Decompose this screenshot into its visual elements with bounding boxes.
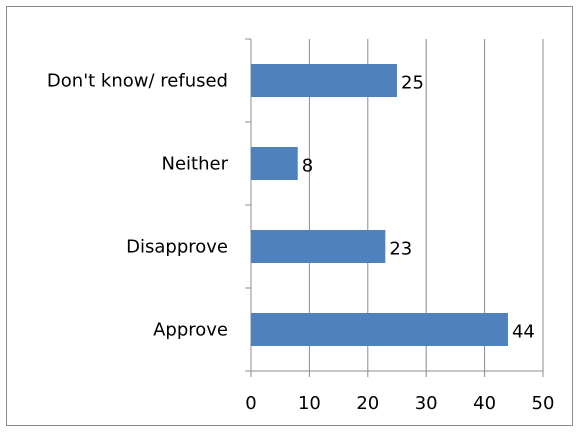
bar bbox=[251, 147, 298, 180]
data-label: 23 bbox=[389, 239, 412, 260]
bar bbox=[251, 313, 508, 346]
bar bbox=[251, 64, 397, 97]
x-tick-label: 50 bbox=[532, 393, 555, 414]
bar bbox=[251, 230, 386, 263]
x-tick-label: 20 bbox=[356, 393, 379, 414]
x-tick-label: 40 bbox=[473, 393, 496, 414]
x-tick-label: 30 bbox=[415, 393, 438, 414]
category-label: Neither bbox=[162, 154, 229, 175]
bars bbox=[251, 64, 508, 346]
category-label: Approve bbox=[153, 320, 228, 341]
labels: 0 10 20 30 40 50 Don't know/ refused 25 Neither 8… bbox=[47, 71, 555, 415]
category-label: Disapprove bbox=[126, 237, 228, 258]
x-tick-label: 0 bbox=[245, 393, 256, 414]
category-label: Don't know/ refused bbox=[47, 71, 228, 92]
data-label: 8 bbox=[302, 156, 313, 177]
data-label: 25 bbox=[401, 73, 424, 94]
data-label: 44 bbox=[512, 322, 535, 343]
x-tick-label: 10 bbox=[298, 393, 321, 414]
